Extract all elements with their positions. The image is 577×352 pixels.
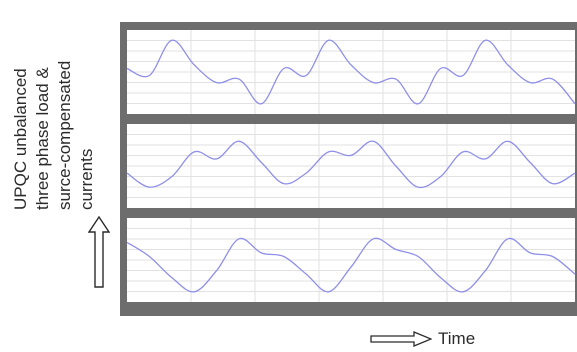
y-label-line-3: surce-compensated bbox=[55, 60, 74, 210]
current-trace-2 bbox=[126, 140, 576, 189]
scope-plot bbox=[126, 30, 576, 302]
scope-panel-1 bbox=[126, 30, 576, 114]
x-axis-label: Time bbox=[370, 326, 475, 352]
scope-panel-2 bbox=[126, 124, 576, 208]
scope-panel-3 bbox=[126, 218, 576, 302]
scope-display bbox=[120, 22, 577, 316]
y-label-line-2: three phase load & bbox=[33, 67, 52, 210]
current-trace-3 bbox=[126, 237, 576, 293]
time-label: Time bbox=[438, 329, 476, 348]
up-arrow-icon bbox=[88, 216, 110, 288]
y-label-line-4: currents bbox=[77, 148, 96, 210]
current-trace-1 bbox=[126, 39, 576, 105]
right-arrow-icon bbox=[370, 331, 432, 347]
y-label-line-1: UPQC unbalanced bbox=[11, 68, 30, 210]
